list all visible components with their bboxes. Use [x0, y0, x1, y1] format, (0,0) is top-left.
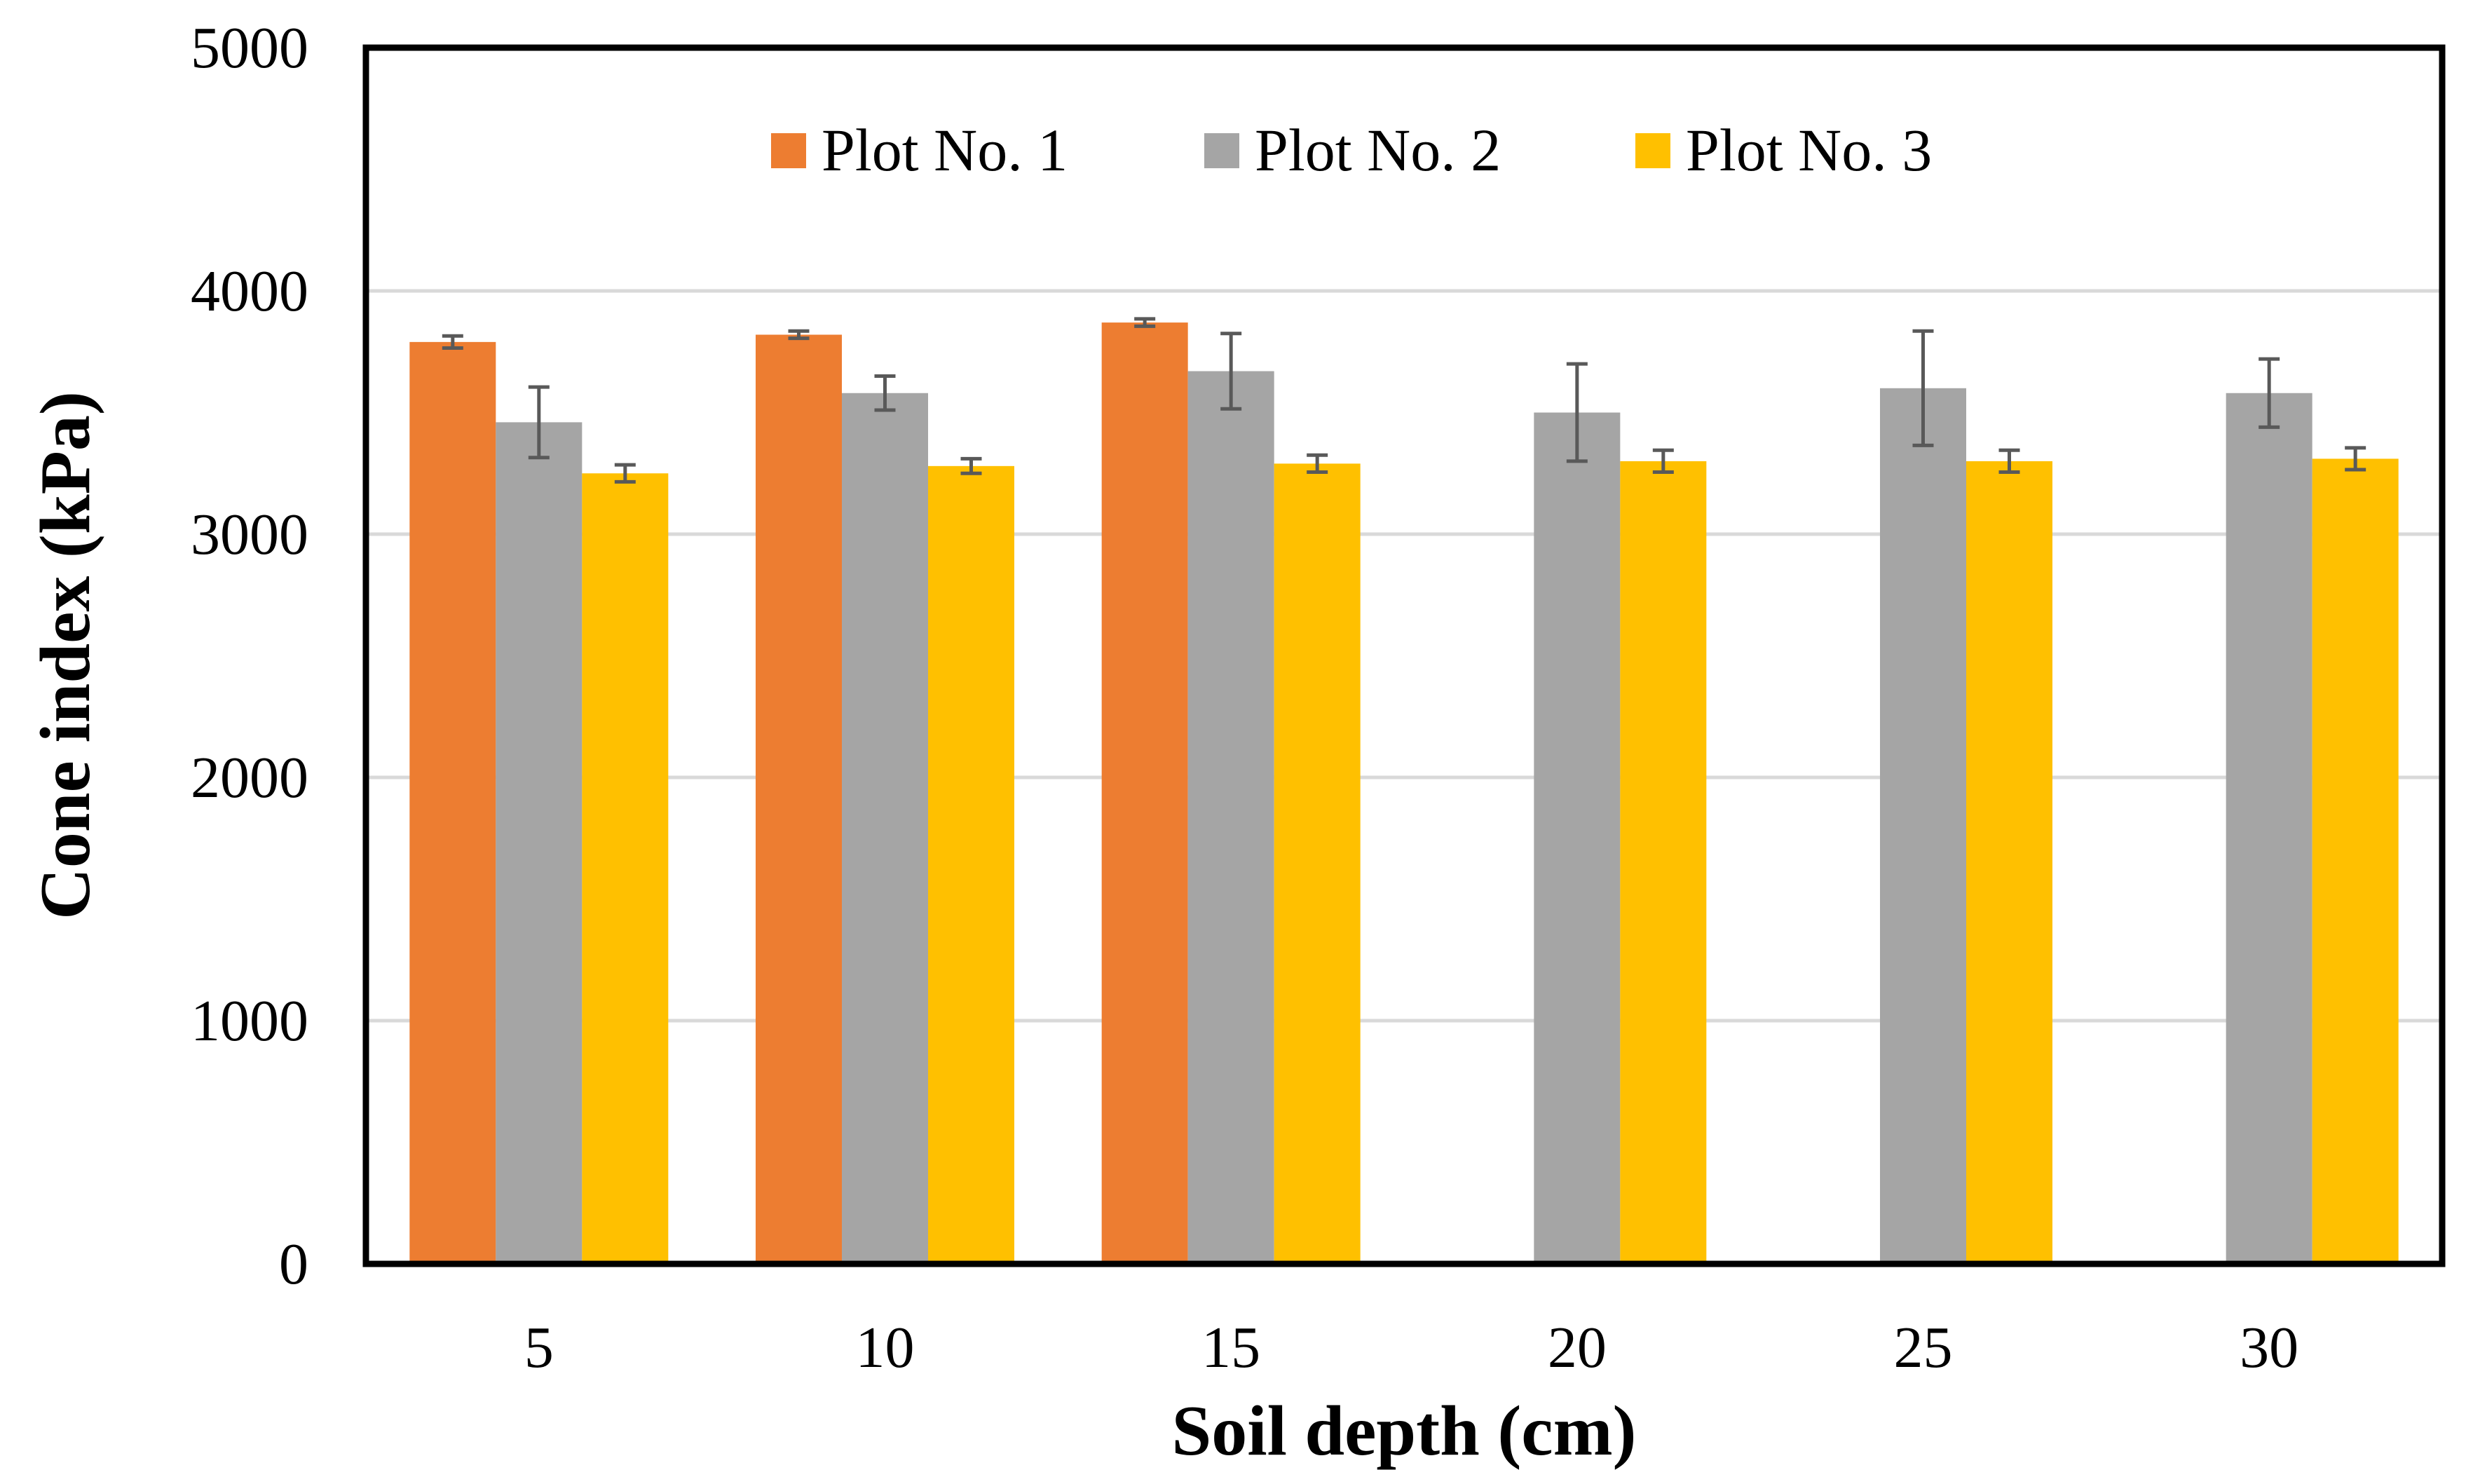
bar — [2226, 393, 2312, 1264]
x-tick-label: 25 — [1894, 1315, 1953, 1380]
y-tick-label: 5000 — [191, 15, 308, 81]
x-tick-label: 15 — [1201, 1315, 1260, 1380]
legend-swatch — [1204, 133, 1239, 168]
x-tick-label: 20 — [1548, 1315, 1607, 1380]
y-tick-label: 4000 — [191, 259, 308, 324]
y-tick-label: 1000 — [191, 988, 308, 1054]
bar — [2312, 458, 2399, 1265]
bar — [1274, 463, 1361, 1264]
legend: Plot No. 1 Plot No. 2 Plot No. 3 — [771, 116, 1932, 184]
legend-label: Plot No. 1 — [822, 116, 1068, 184]
y-tick-labels: 0 1000 2000 3000 4000 5000 — [191, 15, 308, 1297]
bar — [582, 473, 669, 1264]
bar — [842, 393, 928, 1264]
y-tick-label: 2000 — [191, 745, 308, 810]
bar — [1880, 388, 1966, 1264]
x-tick-labels: 5 10 15 20 25 30 — [524, 1315, 2298, 1380]
gridlines — [366, 289, 2442, 1023]
legend-label: Plot No. 2 — [1255, 116, 1501, 184]
x-tick-label: 30 — [2240, 1315, 2298, 1380]
legend-swatch — [771, 133, 806, 168]
bars — [409, 322, 2399, 1265]
x-tick-label: 5 — [524, 1315, 554, 1380]
bar — [1966, 461, 2052, 1264]
legend-label: Plot No. 3 — [1686, 116, 1932, 184]
legend-swatch — [1635, 133, 1670, 168]
bar — [928, 465, 1014, 1264]
y-tick-label: 0 — [279, 1232, 308, 1297]
bar — [1620, 461, 1707, 1264]
bar — [409, 341, 496, 1264]
bar — [1534, 412, 1621, 1264]
bar — [496, 422, 583, 1264]
bar — [756, 334, 842, 1265]
y-axis-title: Cone index (kPa) — [26, 391, 105, 920]
bar — [1101, 322, 1188, 1264]
y-tick-label: 3000 — [191, 502, 308, 567]
bar — [1187, 371, 1274, 1264]
x-tick-label: 10 — [856, 1315, 915, 1380]
x-axis-title: Soil depth (cm) — [1172, 1391, 1637, 1471]
error-bars — [442, 317, 2366, 484]
